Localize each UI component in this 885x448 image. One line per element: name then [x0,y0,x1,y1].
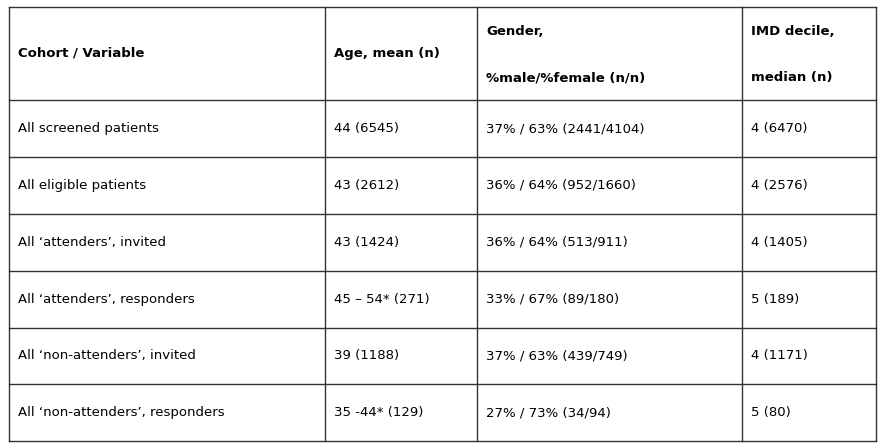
Text: 5 (80): 5 (80) [750,406,790,419]
Text: 27% / 73% (34/94): 27% / 73% (34/94) [486,406,611,419]
Text: 37% / 63% (2441/4104): 37% / 63% (2441/4104) [486,122,644,135]
Text: All ‘attenders’, responders: All ‘attenders’, responders [18,293,195,306]
Text: All eligible patients: All eligible patients [18,179,146,192]
Text: 45 – 54* (271): 45 – 54* (271) [335,293,430,306]
Text: 37% / 63% (439/749): 37% / 63% (439/749) [486,349,627,362]
Text: 36% / 64% (513/911): 36% / 64% (513/911) [486,236,627,249]
Text: 44 (6545): 44 (6545) [335,122,399,135]
Text: All ‘attenders’, invited: All ‘attenders’, invited [18,236,165,249]
Text: 39 (1188): 39 (1188) [335,349,399,362]
Text: 35 -44* (129): 35 -44* (129) [335,406,424,419]
Text: 43 (1424): 43 (1424) [335,236,399,249]
Text: All screened patients: All screened patients [18,122,158,135]
Text: 5 (189): 5 (189) [750,293,799,306]
Text: 4 (1405): 4 (1405) [750,236,807,249]
Text: Cohort / Variable: Cohort / Variable [18,47,144,60]
Text: IMD decile,: IMD decile, [750,25,835,38]
Text: 4 (6470): 4 (6470) [750,122,807,135]
Text: 4 (2576): 4 (2576) [750,179,807,192]
Text: median (n): median (n) [750,71,832,84]
Text: Gender,: Gender, [486,25,543,38]
Text: All ‘non-attenders’, responders: All ‘non-attenders’, responders [18,406,224,419]
Text: 33% / 67% (89/180): 33% / 67% (89/180) [486,293,620,306]
Text: 36% / 64% (952/1660): 36% / 64% (952/1660) [486,179,636,192]
Text: 4 (1171): 4 (1171) [750,349,807,362]
Text: All ‘non-attenders’, invited: All ‘non-attenders’, invited [18,349,196,362]
Text: Age, mean (n): Age, mean (n) [335,47,440,60]
Text: %male/%female (n/n): %male/%female (n/n) [486,71,645,84]
Text: 43 (2612): 43 (2612) [335,179,399,192]
